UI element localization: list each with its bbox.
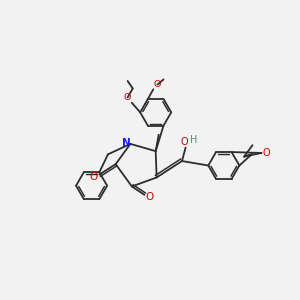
Text: O: O [180,137,188,147]
Text: O: O [90,172,98,182]
Text: O: O [154,80,161,89]
Text: N: N [122,138,131,148]
Text: O: O [124,93,131,102]
Text: O: O [146,192,154,202]
Text: H: H [190,135,198,146]
Text: O: O [263,148,270,158]
